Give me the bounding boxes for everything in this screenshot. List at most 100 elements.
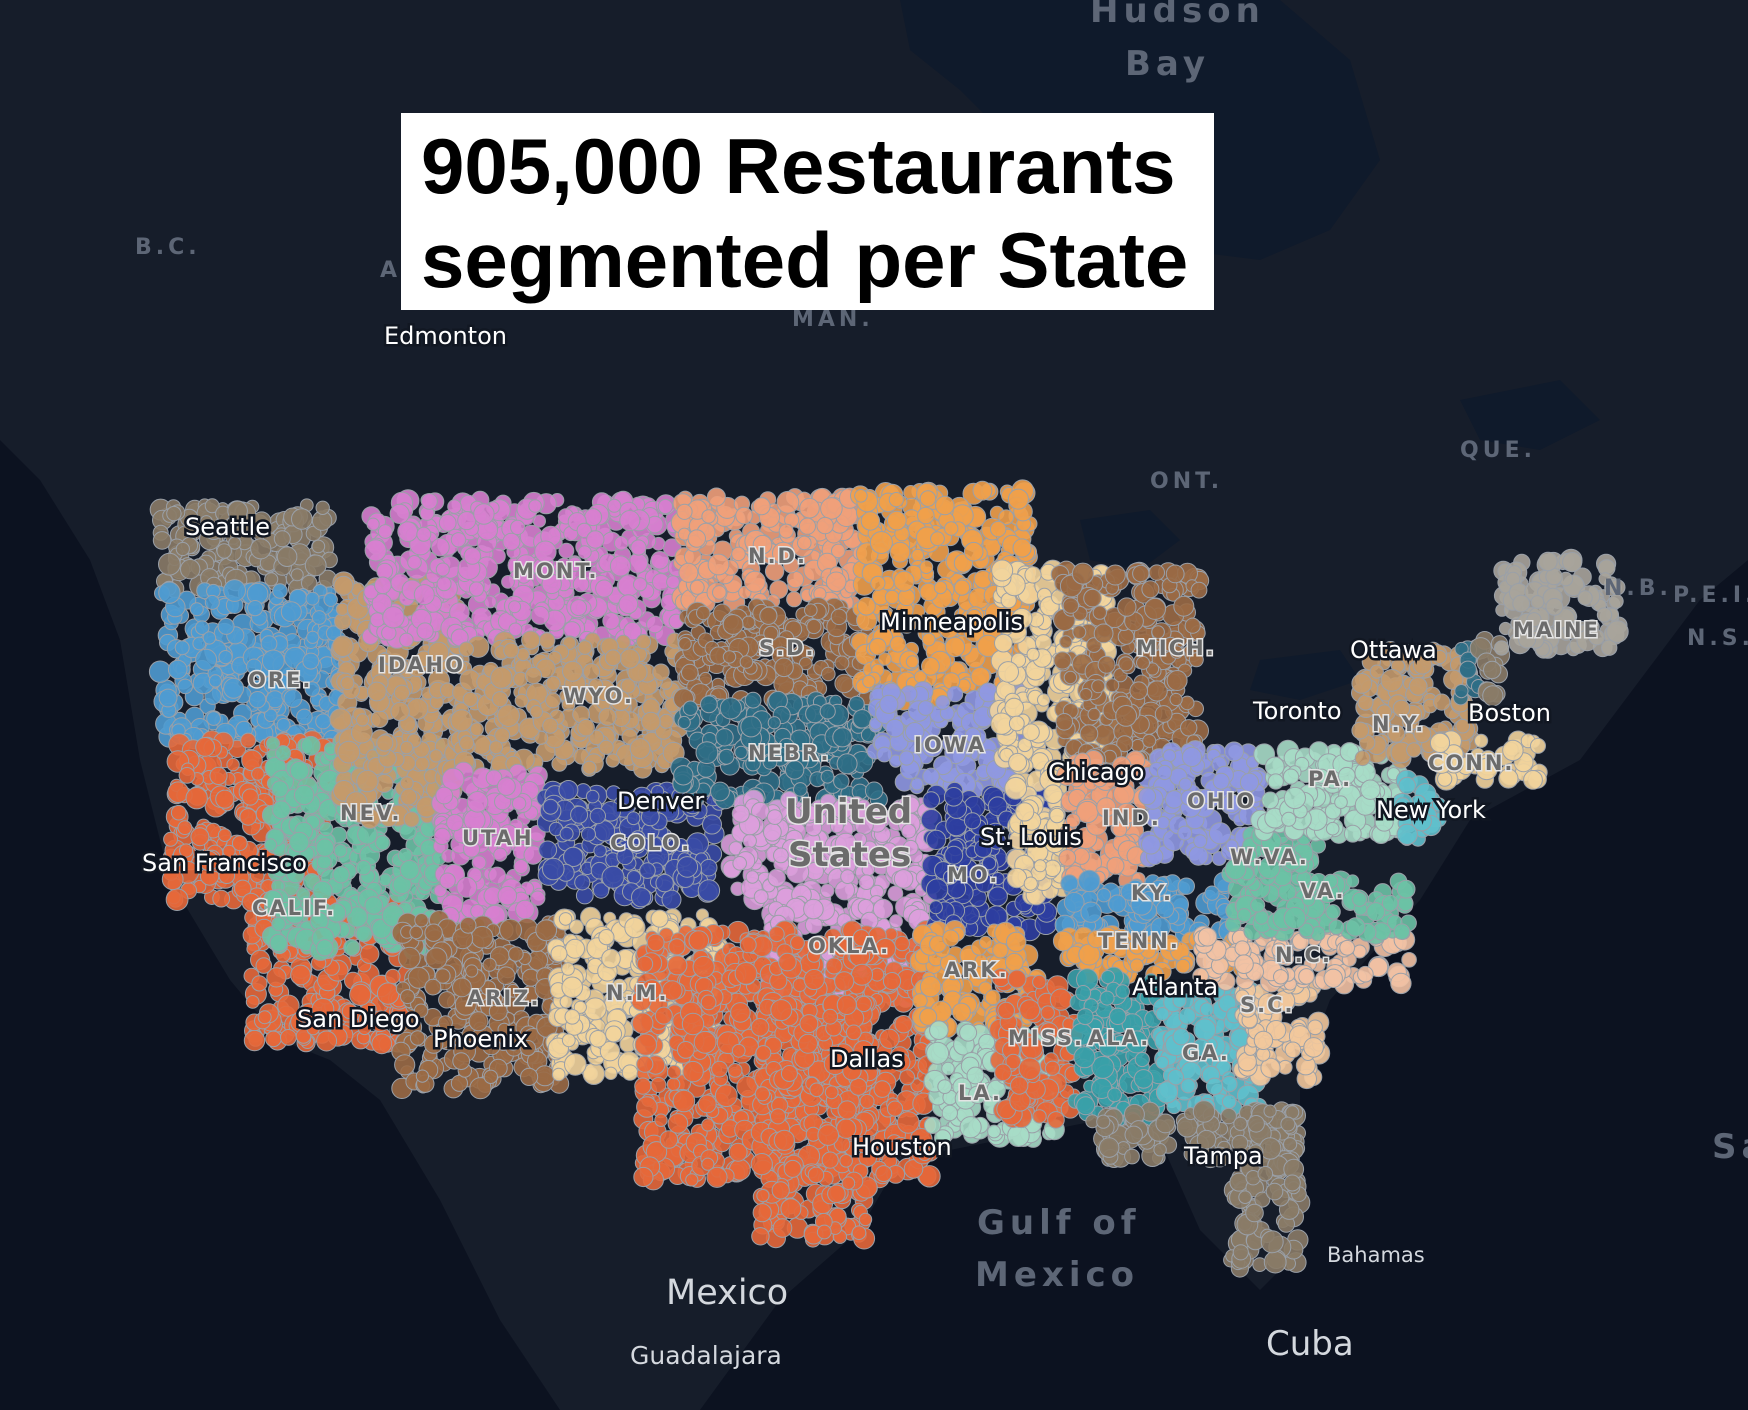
- restaurant-dot-co: [581, 826, 596, 842]
- restaurant-dot-mt: [416, 622, 434, 640]
- restaurant-dot-nv: [364, 896, 384, 915]
- restaurant-dot-mt: [666, 575, 680, 589]
- restaurant-dot-wa: [250, 538, 272, 560]
- restaurant-dot-wy: [462, 691, 479, 707]
- restaurant-dot-ca: [185, 787, 208, 810]
- restaurant-dot-or: [304, 681, 321, 697]
- restaurant-dot-wy: [598, 707, 617, 726]
- restaurant-dot-sd: [722, 614, 744, 635]
- restaurant-dot-ca: [165, 888, 189, 911]
- restaurant-dot-tx: [803, 968, 825, 991]
- restaurant-dot-wa: [228, 536, 242, 550]
- restaurant-dot-sd: [821, 666, 836, 682]
- restaurant-dot-az: [508, 946, 524, 962]
- restaurant-dot-ut: [530, 890, 546, 906]
- restaurant-dot-wy: [577, 640, 593, 655]
- restaurant-dot-or: [158, 581, 181, 604]
- restaurant-dot-id: [390, 701, 410, 722]
- restaurant-dot-mt: [374, 576, 392, 595]
- restaurant-dot-or: [204, 594, 220, 610]
- restaurant-dot-nm: [598, 929, 615, 946]
- restaurant-dot-nm: [601, 948, 621, 969]
- restaurant-dot-mt: [468, 581, 485, 597]
- restaurant-dot-ne: [740, 715, 762, 738]
- restaurant-dot-mt: [508, 600, 522, 614]
- restaurant-dot-sd: [739, 655, 754, 669]
- restaurant-dot-nv: [332, 866, 350, 884]
- restaurant-dot-az: [415, 1069, 429, 1083]
- restaurant-dot-or: [223, 677, 245, 699]
- restaurant-dot-mt: [399, 632, 414, 648]
- restaurant-dot-nv: [375, 835, 391, 851]
- restaurant-dot-mt: [509, 519, 526, 536]
- restaurant-dot-co: [661, 889, 682, 910]
- restaurant-dot-or: [323, 592, 338, 607]
- restaurant-dot-wa: [290, 568, 304, 582]
- restaurant-dot-co: [558, 780, 579, 800]
- restaurant-dot-mt: [609, 555, 632, 577]
- restaurant-dot-nd: [689, 579, 705, 595]
- restaurant-dot-ca: [251, 975, 268, 992]
- restaurant-dot-or: [283, 689, 303, 708]
- restaurant-dot-az: [425, 947, 448, 970]
- restaurant-dot-wy: [529, 705, 543, 719]
- restaurant-dot-tx: [727, 1063, 743, 1078]
- restaurant-dot-nv: [355, 925, 373, 943]
- restaurant-dot-id: [429, 749, 443, 763]
- restaurant-dot-nm: [604, 1066, 618, 1081]
- restaurant-dot-wy: [658, 713, 674, 729]
- restaurant-dot-id: [337, 740, 361, 764]
- restaurant-dot-or: [189, 602, 204, 617]
- restaurant-dot-ca: [163, 831, 179, 847]
- restaurant-dot-or: [248, 691, 267, 709]
- restaurant-dot-sd: [696, 605, 711, 621]
- restaurant-dot-ne: [695, 741, 719, 764]
- restaurant-dot-nd: [687, 529, 706, 548]
- restaurant-dot-ca: [265, 1030, 282, 1048]
- restaurant-dot-tx: [666, 1077, 681, 1092]
- restaurant-dot-sd: [774, 657, 794, 678]
- restaurant-dot-mt: [502, 532, 521, 551]
- restaurant-dot-wa: [216, 543, 232, 559]
- restaurant-dot-mt: [364, 539, 387, 562]
- restaurant-dot-ut: [456, 876, 478, 898]
- restaurant-dot-mt: [407, 555, 422, 570]
- restaurant-dot-ca: [241, 788, 259, 806]
- restaurant-dot-or: [302, 652, 320, 670]
- restaurant-dot-mt: [657, 498, 674, 515]
- restaurant-dot-id: [370, 710, 389, 728]
- restaurant-dot-mt: [602, 612, 620, 630]
- restaurant-dot-az: [499, 918, 523, 942]
- restaurant-dot-mt: [463, 547, 482, 565]
- restaurant-dot-mt: [618, 594, 639, 614]
- restaurant-dot-ne: [682, 700, 699, 716]
- restaurant-dot-mt: [369, 612, 385, 628]
- restaurant-dot-tx: [634, 1077, 652, 1095]
- restaurant-dot-az: [483, 1069, 498, 1085]
- restaurant-dot-nd: [798, 517, 817, 535]
- restaurant-dot-nm: [624, 917, 646, 939]
- restaurant-dot-co: [542, 798, 559, 815]
- restaurant-dot-ca: [349, 983, 372, 1007]
- restaurant-dot-mt: [389, 503, 410, 525]
- restaurant-dot-nv: [399, 859, 420, 880]
- restaurant-dot-ca: [257, 1010, 272, 1025]
- restaurant-dot-ca: [240, 732, 257, 749]
- restaurant-dot-mt: [397, 521, 419, 542]
- restaurant-dot-wa: [291, 508, 313, 530]
- restaurant-dot-ut: [433, 827, 451, 846]
- restaurant-dot-wy: [503, 642, 520, 659]
- restaurant-dot-nm: [564, 1053, 587, 1076]
- restaurant-dot-wy: [538, 632, 556, 649]
- restaurant-dot-id: [393, 684, 410, 701]
- restaurant-dot-wa: [304, 554, 327, 577]
- restaurant-dot-or: [264, 708, 278, 723]
- restaurant-dot-nd: [752, 497, 771, 516]
- restaurant-dot-id: [367, 681, 387, 702]
- restaurant-dot-mt: [413, 584, 435, 606]
- restaurant-dot-id: [335, 602, 349, 616]
- restaurant-dot-ut: [513, 859, 529, 874]
- restaurant-dot-tx: [714, 1084, 738, 1108]
- restaurant-dot-ca: [239, 808, 257, 826]
- restaurant-dot-wy: [604, 649, 622, 667]
